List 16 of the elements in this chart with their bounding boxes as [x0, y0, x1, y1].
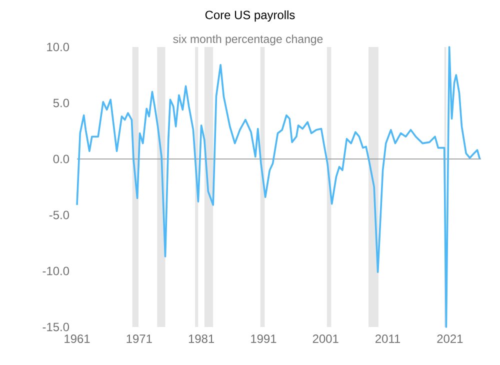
x-tick-label: 1981	[188, 334, 214, 343]
x-tick-label: 1961	[64, 334, 90, 343]
x-tick-label: 2001	[312, 334, 338, 343]
x-tick-label: 2021	[437, 334, 463, 343]
y-tick-label: 0.0	[53, 154, 70, 164]
x-tick-label: 1991	[251, 334, 276, 343]
x-tick-label: 2011	[376, 334, 400, 343]
y-tick-label: 5.0	[53, 98, 70, 108]
y-tick-label: -10.0	[42, 266, 70, 276]
x-tick-label: 1971	[126, 334, 152, 343]
chart-title: Core US payrolls	[205, 10, 295, 22]
y-tick-label: 10.0	[47, 42, 70, 52]
chart-subtitle: six month percentage change	[173, 34, 323, 46]
y-tick-label: -15.0	[42, 322, 70, 332]
y-tick-label: -5.0	[49, 210, 70, 220]
line-series	[76, 46, 481, 328]
